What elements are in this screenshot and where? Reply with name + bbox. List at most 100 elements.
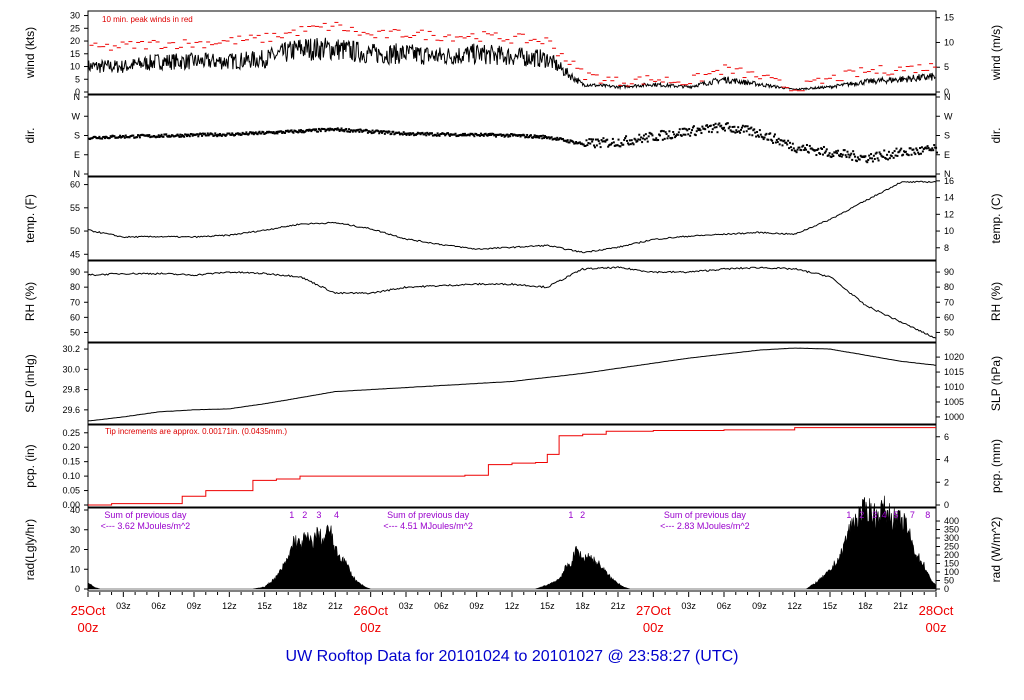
direction-point (290, 129, 293, 132)
direction-point (777, 137, 780, 140)
direction-point (732, 130, 735, 133)
radiation-hour-marker: 8 (925, 510, 930, 520)
direction-point (104, 137, 107, 140)
direction-point (664, 131, 667, 134)
wind-ytick-label: 15 (70, 49, 80, 59)
direction-point (794, 150, 797, 153)
direction-point (772, 135, 775, 138)
direction-point (419, 133, 422, 136)
direction-point (342, 129, 345, 132)
direction-point (805, 143, 808, 146)
direction-point (506, 133, 509, 136)
direction-point (836, 152, 839, 155)
direction-point (587, 142, 590, 145)
direction-point (423, 133, 426, 136)
direction-point (675, 134, 678, 137)
rh-ytick-label: 80 (70, 282, 80, 292)
direction-point (236, 132, 239, 135)
day-date-label: 27Oct (636, 603, 671, 618)
direction-point (390, 132, 393, 135)
direction-point (696, 127, 699, 130)
direction-point (430, 132, 433, 135)
radiation-ytick-right-label: 50 (944, 576, 954, 586)
precip-ytick-label: 0.10 (62, 471, 80, 481)
direction-point (421, 131, 424, 134)
wind-ytick-label: 0 (75, 87, 80, 97)
radiation-ytick-label: 20 (70, 545, 80, 555)
direction-point (879, 152, 882, 155)
precip-panel-frame (87, 424, 937, 508)
radiation-ylabel: rad(Lgly/hr) (23, 519, 37, 580)
direction-ylabel-right: dir. (989, 127, 1003, 143)
direction-point (726, 122, 729, 125)
direction-point (612, 141, 615, 144)
direction-point (392, 130, 395, 133)
radiation-ytick-right-label: 250 (944, 542, 959, 552)
direction-point (673, 133, 676, 136)
direction-point (678, 128, 681, 131)
direction-point (840, 155, 843, 158)
direction-point (758, 129, 761, 132)
direction-point (103, 135, 106, 138)
direction-point (566, 139, 569, 142)
direction-point (301, 129, 304, 132)
direction-point (685, 128, 688, 131)
daily-sum-label: Sum of previous day (387, 510, 470, 520)
direction-point (915, 147, 918, 150)
direction-point (724, 129, 726, 132)
direction-point (94, 136, 97, 139)
direction-point (876, 157, 879, 160)
direction-point (234, 134, 237, 137)
direction-point (537, 135, 540, 138)
direction-point (495, 135, 498, 138)
direction-point (824, 150, 827, 153)
direction-point (260, 132, 263, 135)
direction-point (468, 134, 471, 137)
direction-point (787, 139, 790, 142)
direction-ytick-right-label: E (944, 150, 950, 160)
direction-point (737, 126, 740, 129)
direction-point (721, 127, 724, 130)
direction-point (711, 128, 714, 131)
rh-ylabel: RH (%) (23, 282, 37, 321)
direction-point (690, 131, 693, 134)
direction-point (631, 142, 634, 145)
x-tick-label: 09z (469, 601, 484, 611)
direction-point (332, 129, 335, 132)
direction-point (707, 130, 710, 133)
direction-point (716, 131, 719, 134)
direction-point (642, 137, 645, 140)
direction-point (162, 135, 165, 138)
direction-point (686, 129, 689, 132)
direction-point (315, 128, 318, 131)
direction-point (511, 133, 514, 136)
direction-point (804, 147, 807, 150)
direction-point (370, 132, 373, 135)
direction-point (722, 128, 725, 131)
direction-point (786, 143, 789, 146)
direction-point (532, 135, 535, 138)
day-hour-label: 00z (78, 620, 99, 635)
direction-point (727, 127, 730, 130)
direction-point (634, 138, 637, 141)
x-tick-label: 06z (151, 601, 166, 611)
direction-point (740, 126, 743, 129)
chart-title: UW Rooftop Data for 20101024 to 20101027… (285, 648, 739, 665)
direction-point (561, 137, 564, 140)
direction-point (397, 131, 400, 134)
direction-point (600, 139, 603, 142)
direction-point (200, 132, 203, 135)
direction-point (767, 138, 770, 141)
direction-point (744, 125, 747, 128)
direction-point (694, 134, 697, 137)
direction-point (132, 134, 135, 137)
direction-point (339, 128, 342, 131)
direction-point (556, 136, 559, 139)
direction-point (523, 134, 526, 137)
temperature-ylabel: temp. (F) (23, 194, 37, 243)
direction-point (699, 129, 702, 132)
direction-point (854, 155, 857, 158)
slp-panel-frame (87, 342, 937, 425)
direction-point (895, 147, 898, 150)
direction-point (691, 126, 694, 129)
